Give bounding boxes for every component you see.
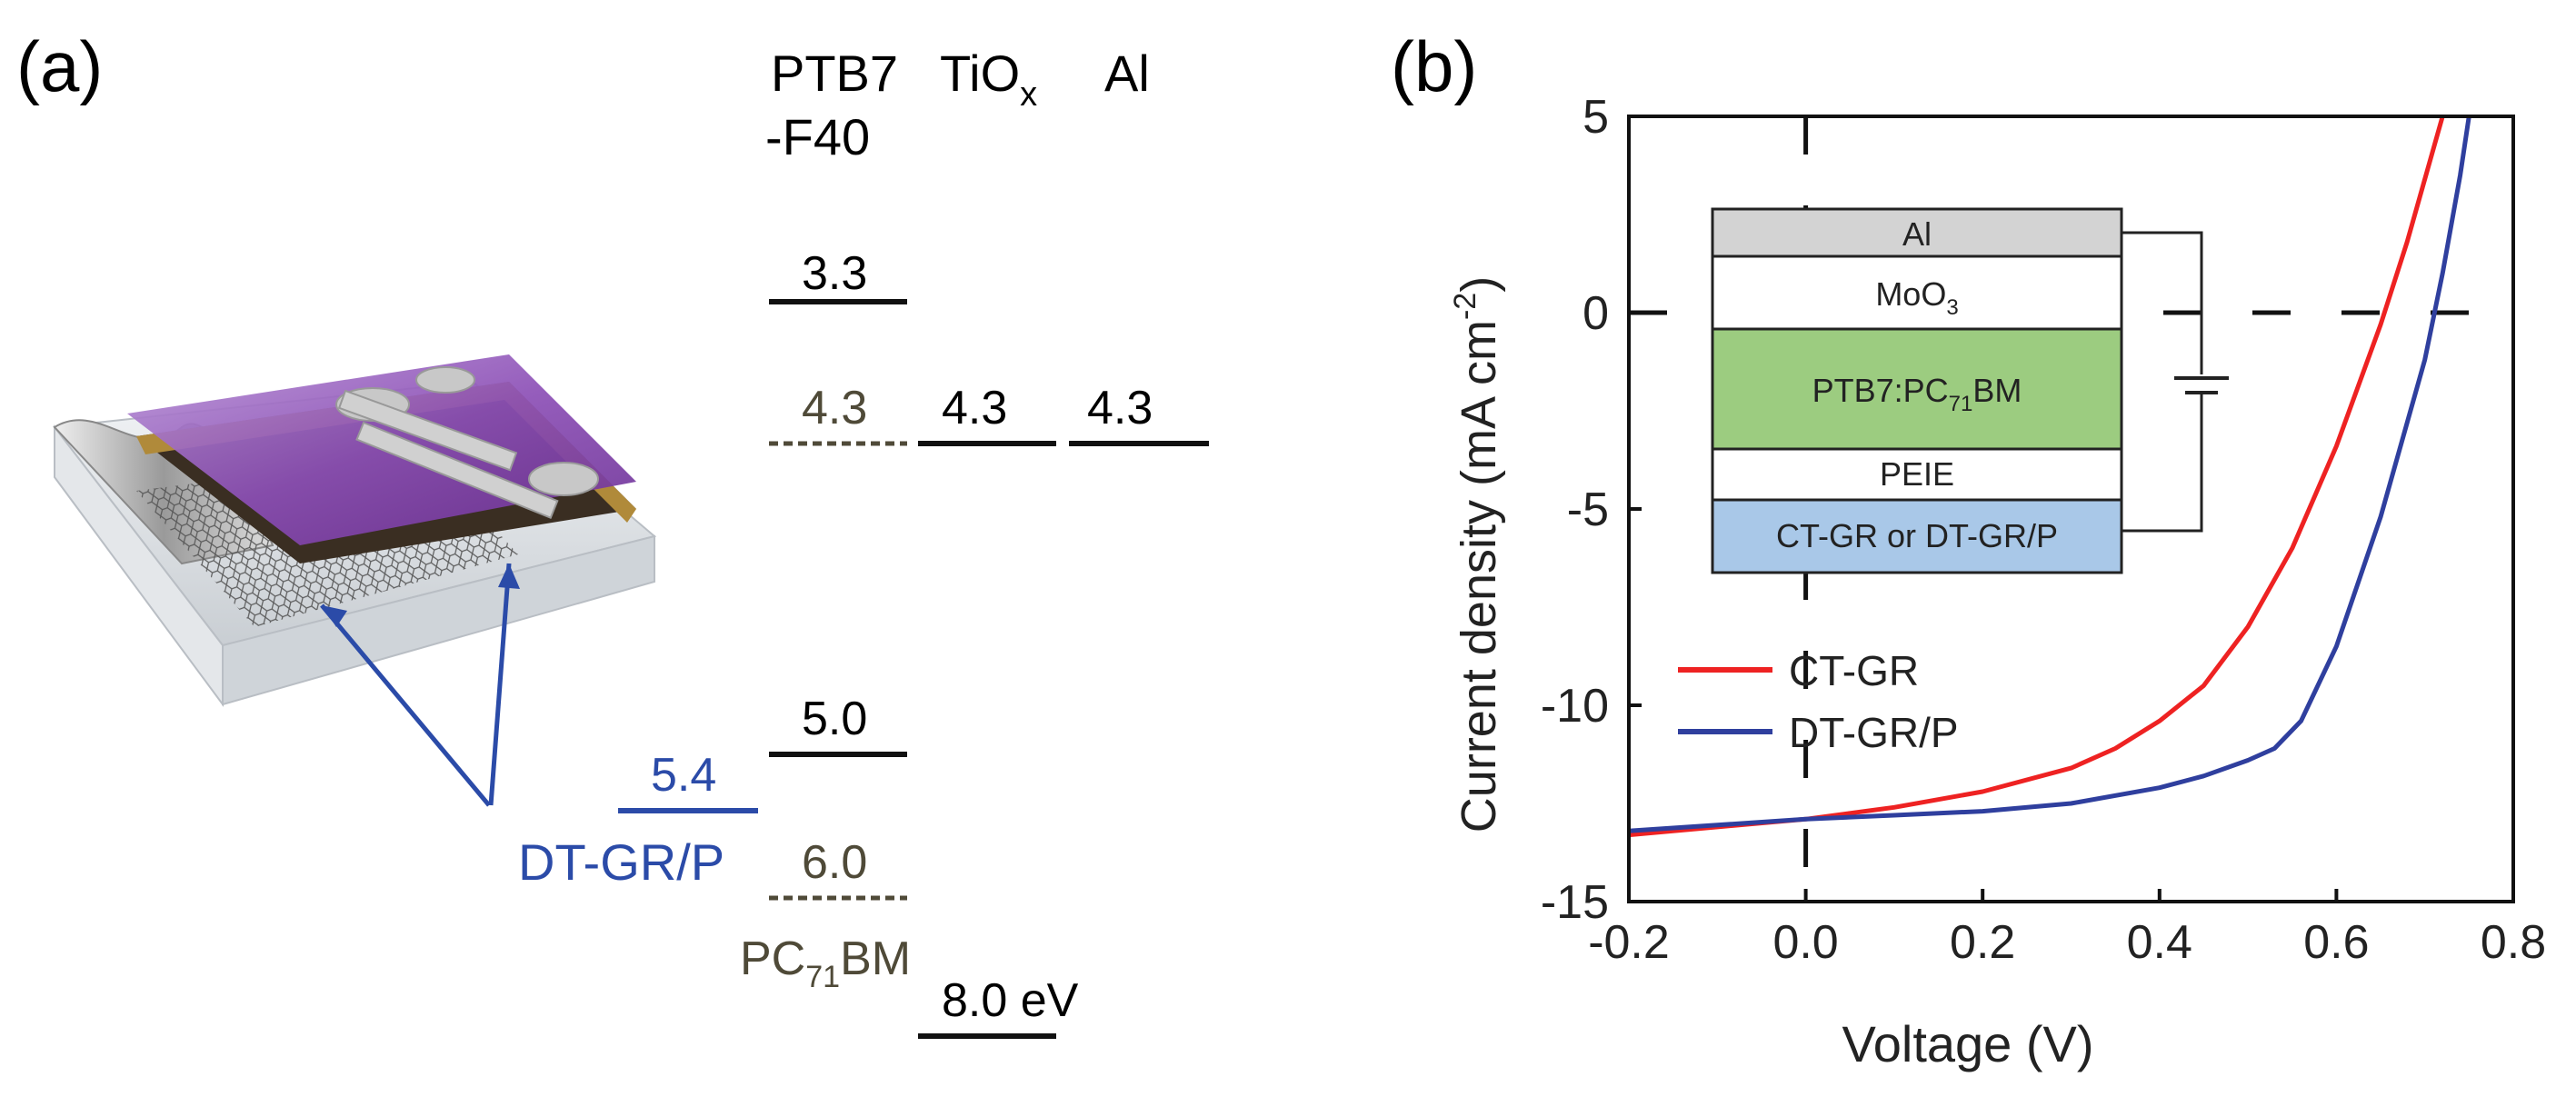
ptb7-lumo-label: 3.3 <box>802 247 867 300</box>
y-tick-label: -15 <box>1541 876 1609 929</box>
x-axis-label: Voltage (V) <box>1842 1015 2093 1072</box>
arrow-to-graphene <box>320 603 491 807</box>
pcbm-homo-label: 6.0 <box>802 836 867 889</box>
legend: CT-GR DT-GR/P <box>1678 647 1959 756</box>
y-axis: 5 0 -5 -10 -15 <box>1541 91 1642 929</box>
inset-label-al: Al <box>1902 215 1932 253</box>
ptb7-header-line2: -F40 <box>765 108 870 165</box>
legend-label-ct-gr: CT-GR <box>1789 647 1919 694</box>
x-tick-label: 0.0 <box>1772 916 1838 969</box>
arrowhead-pedot <box>498 563 520 589</box>
y-axis-label: Current density (mA cm-2) <box>1448 276 1506 833</box>
series-line-ct-gr <box>1628 115 2445 838</box>
x-tick-label: 0.8 <box>2481 916 2546 969</box>
inset-layer-al <box>1711 207 2123 258</box>
tiox-vb-label: 8.0 eV <box>942 974 1079 1027</box>
al-wf-label: 4.3 <box>1087 382 1153 434</box>
ptb7-homo-label: 5.0 <box>802 693 867 745</box>
series-line-dt-gr-p <box>1628 115 2471 833</box>
x-axis: -0.2 0.0 0.2 0.4 0.6 0.8 <box>1588 889 2546 969</box>
inset-circuit-wire <box>2122 231 2203 374</box>
device-illustration <box>53 354 657 807</box>
y-tick-label: 5 <box>1583 91 1609 144</box>
electrode-top <box>335 366 518 472</box>
dtgr-wf-label: 5.4 <box>651 749 716 802</box>
arrow-to-pedot <box>488 563 512 806</box>
jv-chart: -0.2 0.0 0.2 0.4 0.6 0.8 5 0 -5 -10 -15 Voltage (… <box>1448 91 2546 1072</box>
panel-a: (a) PTB7 -F40 <box>16 26 1209 1039</box>
panel-b: (b) -0.2 0.0 0.2 0.4 0.6 0.8 5 0 -5 -10 -15 Volta… <box>1391 26 2546 1072</box>
dtgr-label: DT-GR/P <box>518 833 724 891</box>
inset-label-moo3: MoO3 <box>1875 275 1958 320</box>
panel-a-label: (a) <box>16 26 103 106</box>
inset-layer-electrode <box>1711 498 2123 574</box>
y-tick-label: 0 <box>1583 287 1609 340</box>
y-tick-label: -10 <box>1541 680 1609 733</box>
substrate-side <box>54 424 224 708</box>
electrode-bottom <box>355 421 599 520</box>
chart-series <box>1628 115 2471 838</box>
inset-layer-active <box>1711 327 2123 451</box>
inset-layer-moo3 <box>1711 254 2123 331</box>
energy-level-diagram: 3.3 4.3 4.3 4.3 5.0 5.4 DT-GR/P 6.0 PC71… <box>518 247 1209 1039</box>
al-header: Al <box>1104 45 1150 102</box>
ptb7-header-line1: PTB7 <box>771 45 898 102</box>
legend-label-dt-gr-p: DT-GR/P <box>1789 709 1959 756</box>
inset-label-electrode: CT-GR or DT-GR/P <box>1776 517 2058 554</box>
x-tick-label: 0.2 <box>1950 916 2015 969</box>
inset-layer-peie <box>1711 447 2123 502</box>
tiox-cb-label: 4.3 <box>942 382 1007 434</box>
panel-b-label: (b) <box>1391 26 1477 106</box>
device-stack-inset: Al MoO3 PTB7:PC71BM PEIE CT-GR or DT-GR/… <box>1711 207 2229 574</box>
inset-label-peie: PEIE <box>1880 455 1954 493</box>
x-tick-label: 0.4 <box>2127 916 2192 969</box>
pcbm-label: PC71BM <box>740 932 911 994</box>
x-tick-label: -0.2 <box>1588 916 1670 969</box>
inset-label-active: PTB7:PC71BM <box>1812 372 2022 416</box>
x-tick-label: 0.6 <box>2303 916 2369 969</box>
arrowhead-graphene <box>322 605 347 627</box>
pcbm-lumo-label: 4.3 <box>802 382 867 434</box>
y-tick-label: -5 <box>1567 484 1609 536</box>
tiox-header: TiOx <box>940 45 1037 114</box>
inset-circuit-wire-bottom <box>2122 393 2203 533</box>
